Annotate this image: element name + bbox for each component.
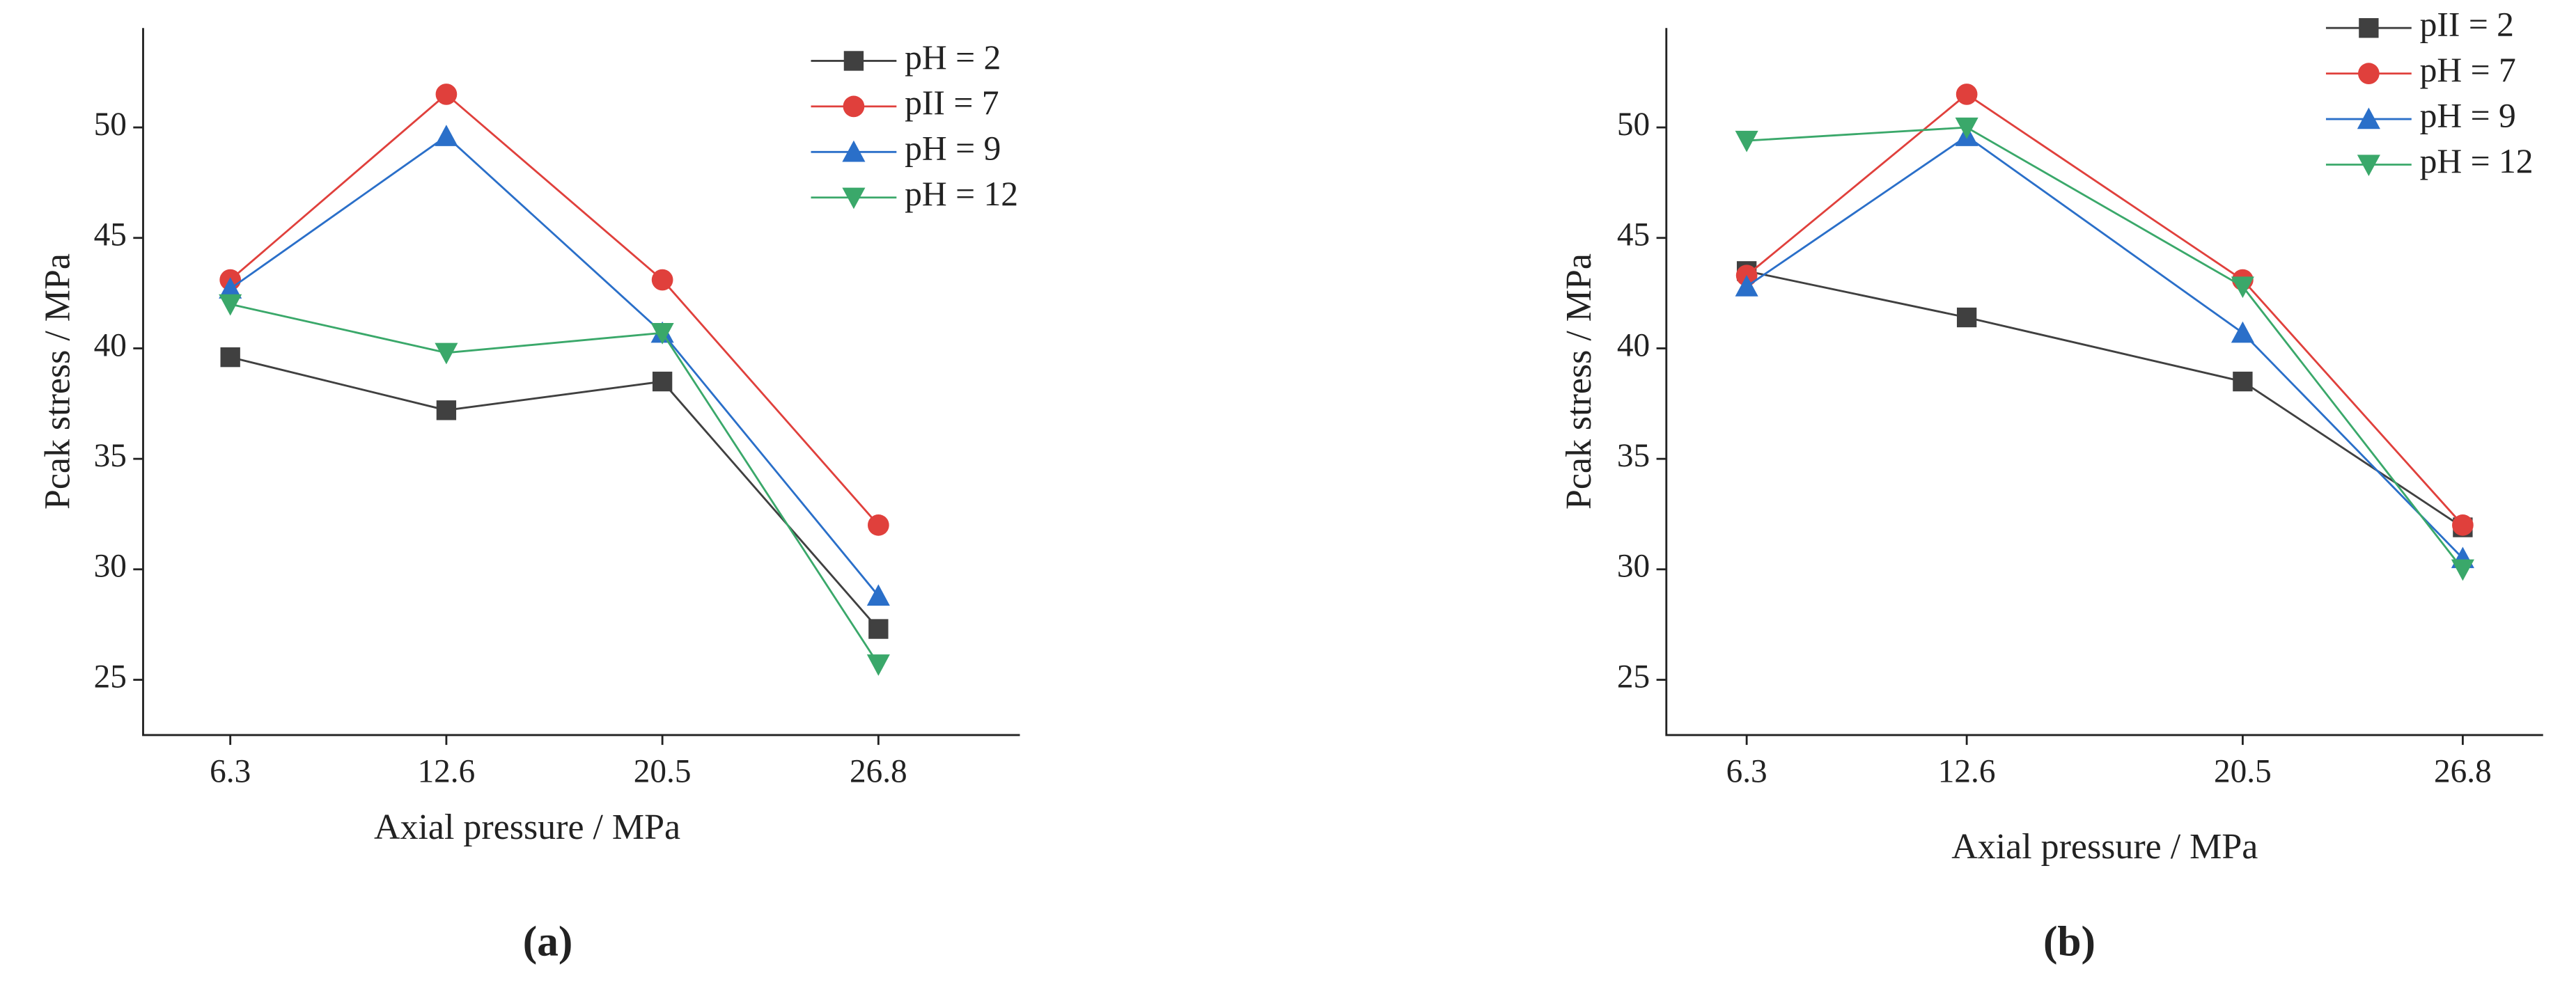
marker <box>2357 107 2380 129</box>
y-axis-title: Pcak stress / MPa <box>1559 253 1599 510</box>
marker <box>2233 371 2253 392</box>
marker <box>652 371 673 392</box>
marker <box>1735 130 1758 152</box>
series-line <box>1746 135 2464 559</box>
marker <box>843 95 865 118</box>
x-tick-label: 6.3 <box>210 753 251 789</box>
x-tick-label: 20.5 <box>2214 753 2272 789</box>
legend-label: pII = 7 <box>905 84 999 122</box>
series-line <box>230 303 880 665</box>
marker <box>219 277 242 299</box>
y-tick-label: 35 <box>94 438 127 474</box>
marker <box>2359 18 2379 38</box>
marker <box>2231 276 2254 299</box>
marker <box>2358 63 2380 84</box>
marker <box>842 140 866 162</box>
marker <box>435 84 458 105</box>
marker <box>220 347 240 368</box>
marker <box>842 187 866 210</box>
caption: (b) <box>2043 917 2095 965</box>
x-tick-label: 26.8 <box>850 753 907 789</box>
series-line <box>1747 126 2464 570</box>
marker <box>219 294 242 316</box>
y-tick-label: 40 <box>94 327 127 363</box>
marker <box>651 269 673 291</box>
y-tick-label: 30 <box>1617 549 1650 585</box>
marker <box>435 125 458 146</box>
x-tick-label: 6.3 <box>1726 753 1767 789</box>
series-line <box>229 93 880 526</box>
marker <box>1735 275 1758 297</box>
x-tick-label: 26.8 <box>2434 753 2492 789</box>
marker <box>650 323 674 345</box>
y-tick-label: 30 <box>94 549 127 585</box>
series-line <box>1746 93 2464 526</box>
marker <box>1955 117 1978 139</box>
legend-label: pH = 12 <box>2420 142 2534 180</box>
y-tick-label: 45 <box>1617 217 1650 253</box>
marker <box>436 400 457 420</box>
marker <box>2452 514 2474 536</box>
y-axis-title: Pcak stress / MPa <box>38 253 77 510</box>
marker <box>435 342 458 365</box>
y-tick-label: 35 <box>1617 438 1650 474</box>
series-line <box>1746 269 2464 528</box>
marker <box>867 514 889 536</box>
marker <box>1956 307 1977 328</box>
marker <box>866 654 890 676</box>
y-tick-label: 25 <box>94 659 127 695</box>
x-tick-label: 12.6 <box>1938 753 1996 789</box>
y-tick-label: 50 <box>94 107 127 143</box>
caption: (a) <box>523 917 573 965</box>
marker <box>1956 84 1978 105</box>
legend-label: pH = 12 <box>905 175 1018 213</box>
x-axis-title: Axial pressure / MPa <box>374 807 680 847</box>
legend-label: pII = 2 <box>2420 6 2514 44</box>
legend-label: pH = 9 <box>905 129 1001 168</box>
series-line <box>230 356 880 630</box>
marker <box>2357 155 2380 177</box>
legend-label: pH = 7 <box>2420 51 2516 89</box>
marker <box>2231 321 2254 343</box>
marker <box>2451 559 2474 581</box>
axes <box>142 28 1020 736</box>
marker <box>843 51 864 71</box>
legend-label: pH = 9 <box>2420 96 2516 134</box>
legend-label: pH = 2 <box>905 38 1001 77</box>
marker <box>868 619 889 639</box>
x-tick-label: 12.6 <box>418 753 476 789</box>
axes <box>1665 28 2543 736</box>
y-tick-label: 50 <box>1617 107 1650 143</box>
x-axis-title: Axial pressure / MPa <box>1951 827 2258 867</box>
series-line <box>229 134 880 597</box>
marker <box>866 584 890 606</box>
y-tick-label: 40 <box>1617 327 1650 363</box>
y-tick-label: 45 <box>94 217 127 253</box>
y-tick-label: 25 <box>1617 659 1650 695</box>
x-tick-label: 20.5 <box>634 753 692 789</box>
